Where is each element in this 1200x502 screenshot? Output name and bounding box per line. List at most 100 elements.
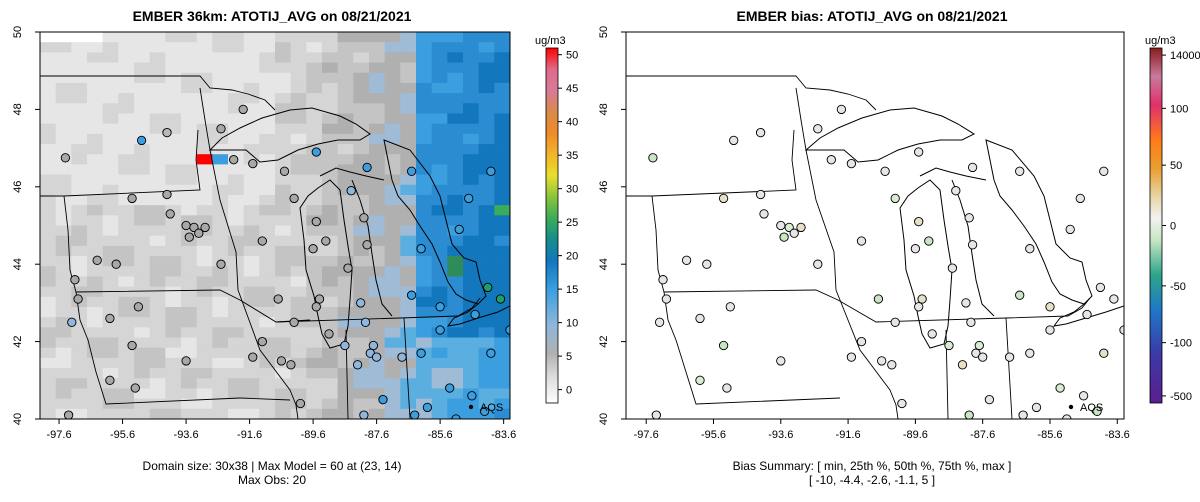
- grid-cell: [102, 215, 119, 226]
- grid-cell: [400, 133, 417, 145]
- grid-cell: [181, 215, 198, 226]
- grid-cell: [431, 296, 448, 308]
- grid-cell: [134, 113, 151, 125]
- grid-cell: [40, 42, 57, 53]
- grid-cell: [322, 154, 339, 165]
- aqs-site-marker: [360, 317, 371, 327]
- left-ytick-label: 50: [12, 26, 24, 38]
- right-footer-line-2: [ -10, -4.4, -2.6, -1.1, 5 ]: [809, 473, 935, 487]
- grid-cell: [165, 337, 182, 349]
- grid-cell: [243, 113, 260, 125]
- grid-cell: [149, 82, 166, 94]
- grid-cell: [196, 286, 213, 298]
- grid-cell: [71, 398, 88, 410]
- grid-cell: [431, 154, 448, 165]
- grid-cell: [212, 408, 229, 419]
- bias-site-marker: [796, 222, 806, 233]
- grid-cell: [134, 306, 151, 318]
- grid-cell: [87, 306, 104, 318]
- grid-cell: [384, 388, 401, 400]
- right-ytick-label: 48: [598, 103, 610, 115]
- aqs-site-marker: [162, 127, 172, 138]
- grid-cell: [149, 368, 166, 379]
- grid-cell: [134, 225, 151, 237]
- grid-cell: [228, 276, 245, 287]
- grid-cell: [431, 408, 448, 419]
- grid-cell: [290, 408, 307, 419]
- grid-cell: [228, 408, 245, 419]
- grid-cell: [353, 103, 370, 114]
- grid-cell: [478, 32, 495, 43]
- left-colorbar: [545, 47, 559, 404]
- grid-cell: [259, 174, 276, 186]
- grid-cell: [196, 368, 213, 379]
- grid-cell: [259, 154, 276, 165]
- grid-cell: [196, 174, 213, 186]
- grid-cell: [275, 93, 292, 104]
- grid-cell: [149, 398, 166, 410]
- aqs-site-marker: [422, 402, 433, 413]
- grid-cell: [149, 306, 166, 318]
- grid-cell: [71, 215, 88, 226]
- grid-cell: [102, 306, 119, 318]
- grid-cell: [384, 368, 401, 379]
- grid-cell: [259, 266, 276, 277]
- grid-cell: [228, 256, 245, 267]
- grid-cell: [494, 174, 510, 186]
- grid-cell: [243, 82, 260, 94]
- grid-cell: [494, 378, 510, 389]
- grid-cell: [196, 205, 213, 216]
- left-ytick-label: 42: [12, 335, 24, 347]
- grid-cell: [243, 215, 260, 226]
- grid-cell: [228, 62, 245, 74]
- grid-cell: [400, 357, 417, 369]
- grid-cell: [134, 52, 151, 63]
- grid-cell: [196, 154, 213, 165]
- grid-cell: [447, 256, 464, 267]
- grid-cell: [196, 337, 213, 349]
- grid-cell: [306, 93, 323, 104]
- grid-cell: [416, 133, 433, 145]
- grid-cell: [353, 225, 370, 237]
- grid-cell: [416, 123, 433, 135]
- aqs-site-marker: [60, 153, 71, 163]
- left-colorbar-tick-label: 40: [566, 117, 578, 129]
- grid-cell: [369, 42, 386, 53]
- grid-cell: [416, 52, 433, 63]
- bias-site-marker: [776, 220, 786, 231]
- grid-cell: [290, 103, 307, 114]
- grid-cell: [118, 225, 135, 237]
- grid-cell: [431, 123, 448, 135]
- grid-cell: [369, 103, 386, 114]
- grid-cell: [102, 205, 119, 216]
- grid-cell: [322, 296, 339, 308]
- grid-cell: [431, 398, 448, 410]
- grid-cell: [322, 266, 339, 277]
- grid-cell: [416, 266, 433, 277]
- grid-cell: [87, 378, 104, 389]
- grid-cell: [181, 347, 198, 359]
- grid-cell: [416, 62, 433, 74]
- grid-cell: [181, 42, 198, 53]
- grid-cell: [306, 337, 323, 349]
- grid-cell: [87, 133, 104, 145]
- bias-site-marker: [927, 329, 937, 339]
- grid-cell: [134, 378, 151, 389]
- grid-cell: [181, 378, 198, 389]
- bias-site-marker: [856, 336, 867, 347]
- grid-cell: [102, 52, 119, 63]
- grid-cell: [181, 256, 198, 267]
- grid-cell: [337, 408, 354, 419]
- grid-cell: [494, 42, 510, 53]
- grid-cell: [212, 154, 229, 165]
- grid-cell: [384, 398, 401, 410]
- aqs-site-marker: [519, 341, 527, 349]
- grid-cell: [149, 52, 166, 63]
- grid-cell: [400, 113, 417, 125]
- grid-cell: [290, 93, 307, 104]
- grid-cell: [118, 184, 135, 196]
- grid-cell: [259, 184, 276, 196]
- grid-cell: [134, 93, 151, 104]
- grid-cell: [87, 408, 104, 419]
- grid-cell: [71, 123, 88, 135]
